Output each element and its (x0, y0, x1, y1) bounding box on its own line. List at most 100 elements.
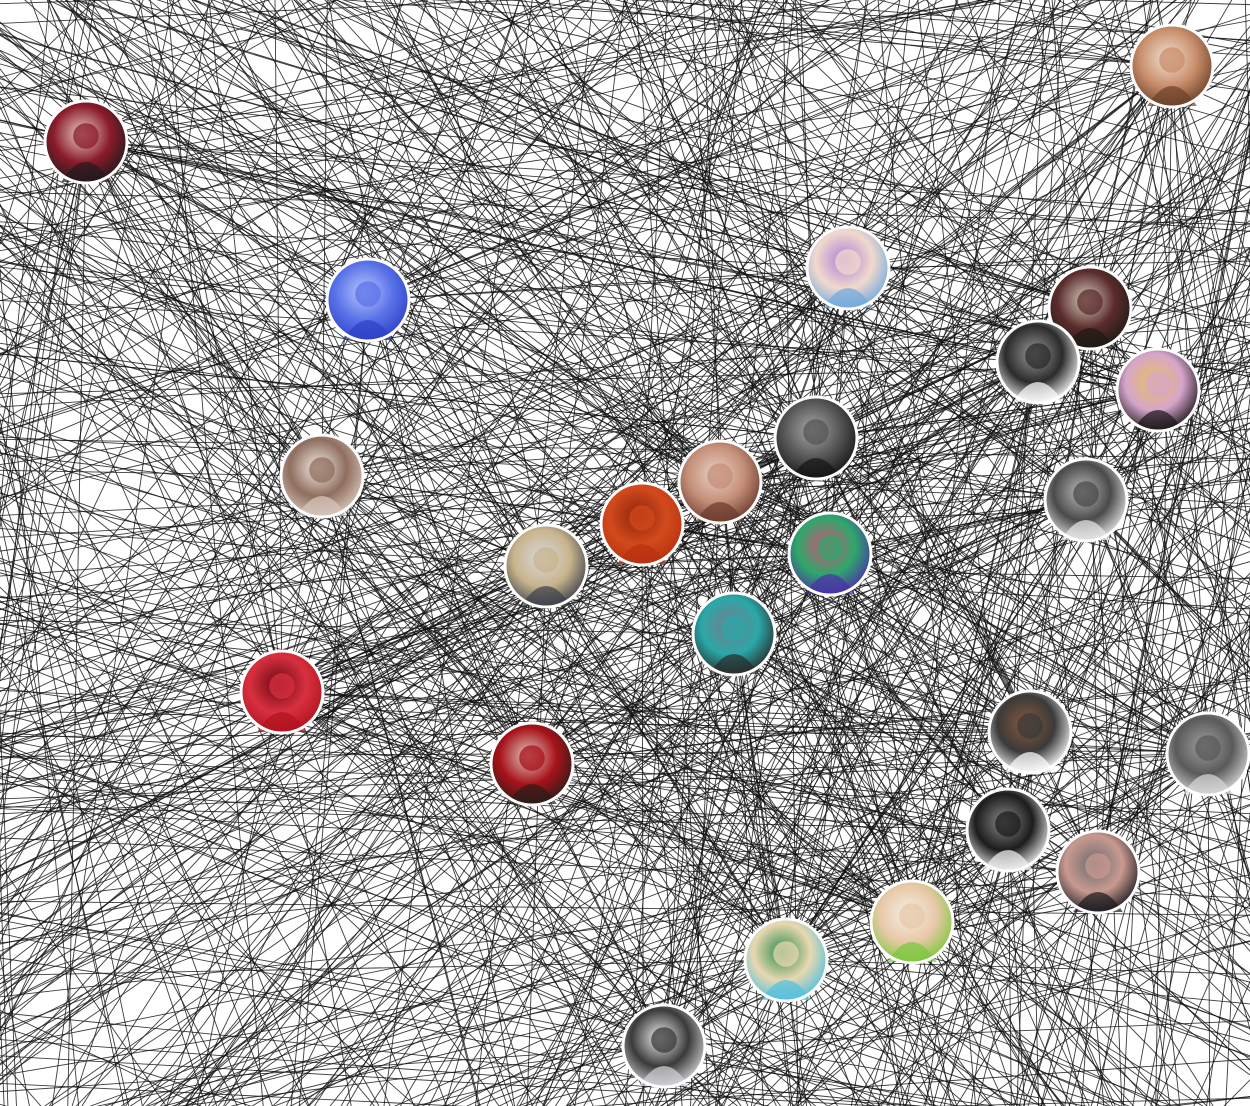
avatar-node-sketch-girl-glasses[interactable] (621, 1003, 707, 1089)
graph-edge (223, 0, 779, 1106)
avatar-body-shape (791, 458, 841, 478)
avatar-node-anime-character-blue-hair[interactable] (805, 225, 891, 311)
avatar-node-black-white-woman-portrait[interactable] (965, 787, 1051, 873)
avatar-node-two-people-teal-hair[interactable] (691, 591, 777, 677)
graph-edge (719, 481, 958, 1106)
graph-edge (0, 0, 335, 707)
graph-edge (430, 0, 1250, 56)
graph-edge (251, 497, 1250, 1106)
graph-edge (1029, 0, 1250, 884)
graph-edge (0, 0, 586, 391)
graph-edge (192, 0, 1091, 309)
avatar-node-woman-mirror-selfie[interactable] (279, 433, 365, 519)
avatar-node-anime-green-hair-man[interactable] (869, 879, 955, 965)
graph-edge (877, 760, 1250, 1106)
avatar-body-shape (507, 784, 557, 804)
graph-edge (632, 0, 1031, 733)
graph-edge (0, 742, 897, 1106)
graph-edge (420, 0, 849, 269)
graph-edge (1225, 610, 1250, 1106)
avatar-ring (965, 787, 1051, 873)
graph-edge (24, 0, 369, 301)
graph-edge (0, 307, 1091, 465)
graph-edge (733, 633, 792, 1106)
graph-edge (0, 426, 247, 1106)
graph-edge (444, 0, 762, 1106)
avatar-node-red-tinted-portrait[interactable] (239, 649, 325, 735)
avatar-body-shape (61, 162, 111, 182)
avatar-node-photographer-with-camera[interactable] (987, 689, 1073, 775)
graph-edge (0, 0, 181, 110)
graph-edge (0, 141, 87, 516)
graph-edge (64, 0, 547, 567)
graph-edge (847, 267, 1250, 584)
graph-edge (0, 550, 1250, 1032)
avatar-node-dark-window-photo[interactable] (1047, 265, 1133, 351)
avatar-node-blue-tinted-photo[interactable] (325, 257, 411, 343)
graph-edge (911, 572, 1250, 923)
avatar-node-sketch-girl-pigtails[interactable] (995, 319, 1081, 405)
graph-edge (46, 0, 1250, 549)
avatar-head-shape (707, 463, 733, 489)
graph-edge (0, 153, 1250, 720)
avatar-head-shape (835, 249, 861, 275)
graph-edge (0, 0, 697, 1031)
avatar-node-woman-glasses-blonde[interactable] (503, 523, 589, 609)
avatar-node-colorful-abstract-art[interactable] (787, 511, 873, 597)
avatar-head-shape (73, 123, 99, 149)
graph-edge (0, 706, 17, 1106)
graph-edge (1096, 197, 1250, 1106)
graph-edge (486, 0, 1250, 658)
graph-edge (85, 141, 369, 301)
graph-edge (0, 932, 771, 1106)
avatar-body-shape (1061, 520, 1111, 540)
avatar-body-shape (1013, 382, 1063, 402)
avatar-ring (1043, 457, 1129, 543)
graph-edge (0, 0, 1086, 778)
graph-edge (847, 0, 901, 269)
graph-edge (0, 0, 831, 203)
graph-edge (85, 141, 655, 1106)
graph-edge (1206, 811, 1250, 1106)
avatar-node-red-orange-knit-hat[interactable] (599, 481, 685, 567)
avatar-node-sketch-girl-peace-sign[interactable] (1043, 457, 1129, 543)
avatar-ring (325, 257, 411, 343)
graph-edge (0, 517, 1250, 937)
graph-edge (0, 280, 1012, 1106)
graph-edge (0, 342, 1087, 501)
graph-edge (281, 0, 629, 693)
graph-edge (666, 921, 913, 1106)
avatar-node-woman-red-shadow-face[interactable] (489, 721, 575, 807)
avatar-node-dark-portrait-bearded-man[interactable] (773, 395, 859, 481)
graph-edge (222, 0, 533, 765)
avatar-ring (503, 523, 589, 609)
avatar-node-beach-woman-photo[interactable] (743, 917, 829, 1003)
avatar-node-sketch-old-man[interactable] (1165, 711, 1250, 797)
graph-edge (260, 0, 956, 1106)
avatar-node-man-gesturing-dark-background[interactable] (43, 99, 129, 185)
graph-edge (568, 137, 1250, 1106)
graph-edge (1169, 1096, 1250, 1106)
graph-edge (177, 1045, 665, 1106)
graph-edge (545, 0, 1016, 567)
graph-edge (0, 65, 1173, 971)
graph-edge (475, 871, 1099, 1106)
graph-edge (0, 231, 817, 439)
avatar-node-curly-hair-young-man[interactable] (1129, 23, 1215, 109)
avatar-node-girl-rainbow-art[interactable] (1115, 347, 1201, 433)
graph-edge (1071, 0, 1250, 216)
avatar-body-shape (1183, 774, 1233, 794)
avatar-node-woman-long-hair-portrait[interactable] (677, 439, 763, 525)
graph-edge (761, 0, 1250, 261)
graph-edge (85, 141, 1250, 232)
avatar-ring (787, 511, 873, 597)
graph-edge (785, 959, 1174, 1106)
graph-edge (0, 0, 1102, 354)
avatar-body-shape (823, 288, 873, 308)
avatar-node-woman-dark-bob-hair[interactable] (1055, 829, 1141, 915)
graph-edge (85, 141, 1250, 773)
graph-edge (0, 191, 1250, 226)
graph-edge (572, 0, 1250, 92)
graph-edge (67, 141, 87, 1106)
